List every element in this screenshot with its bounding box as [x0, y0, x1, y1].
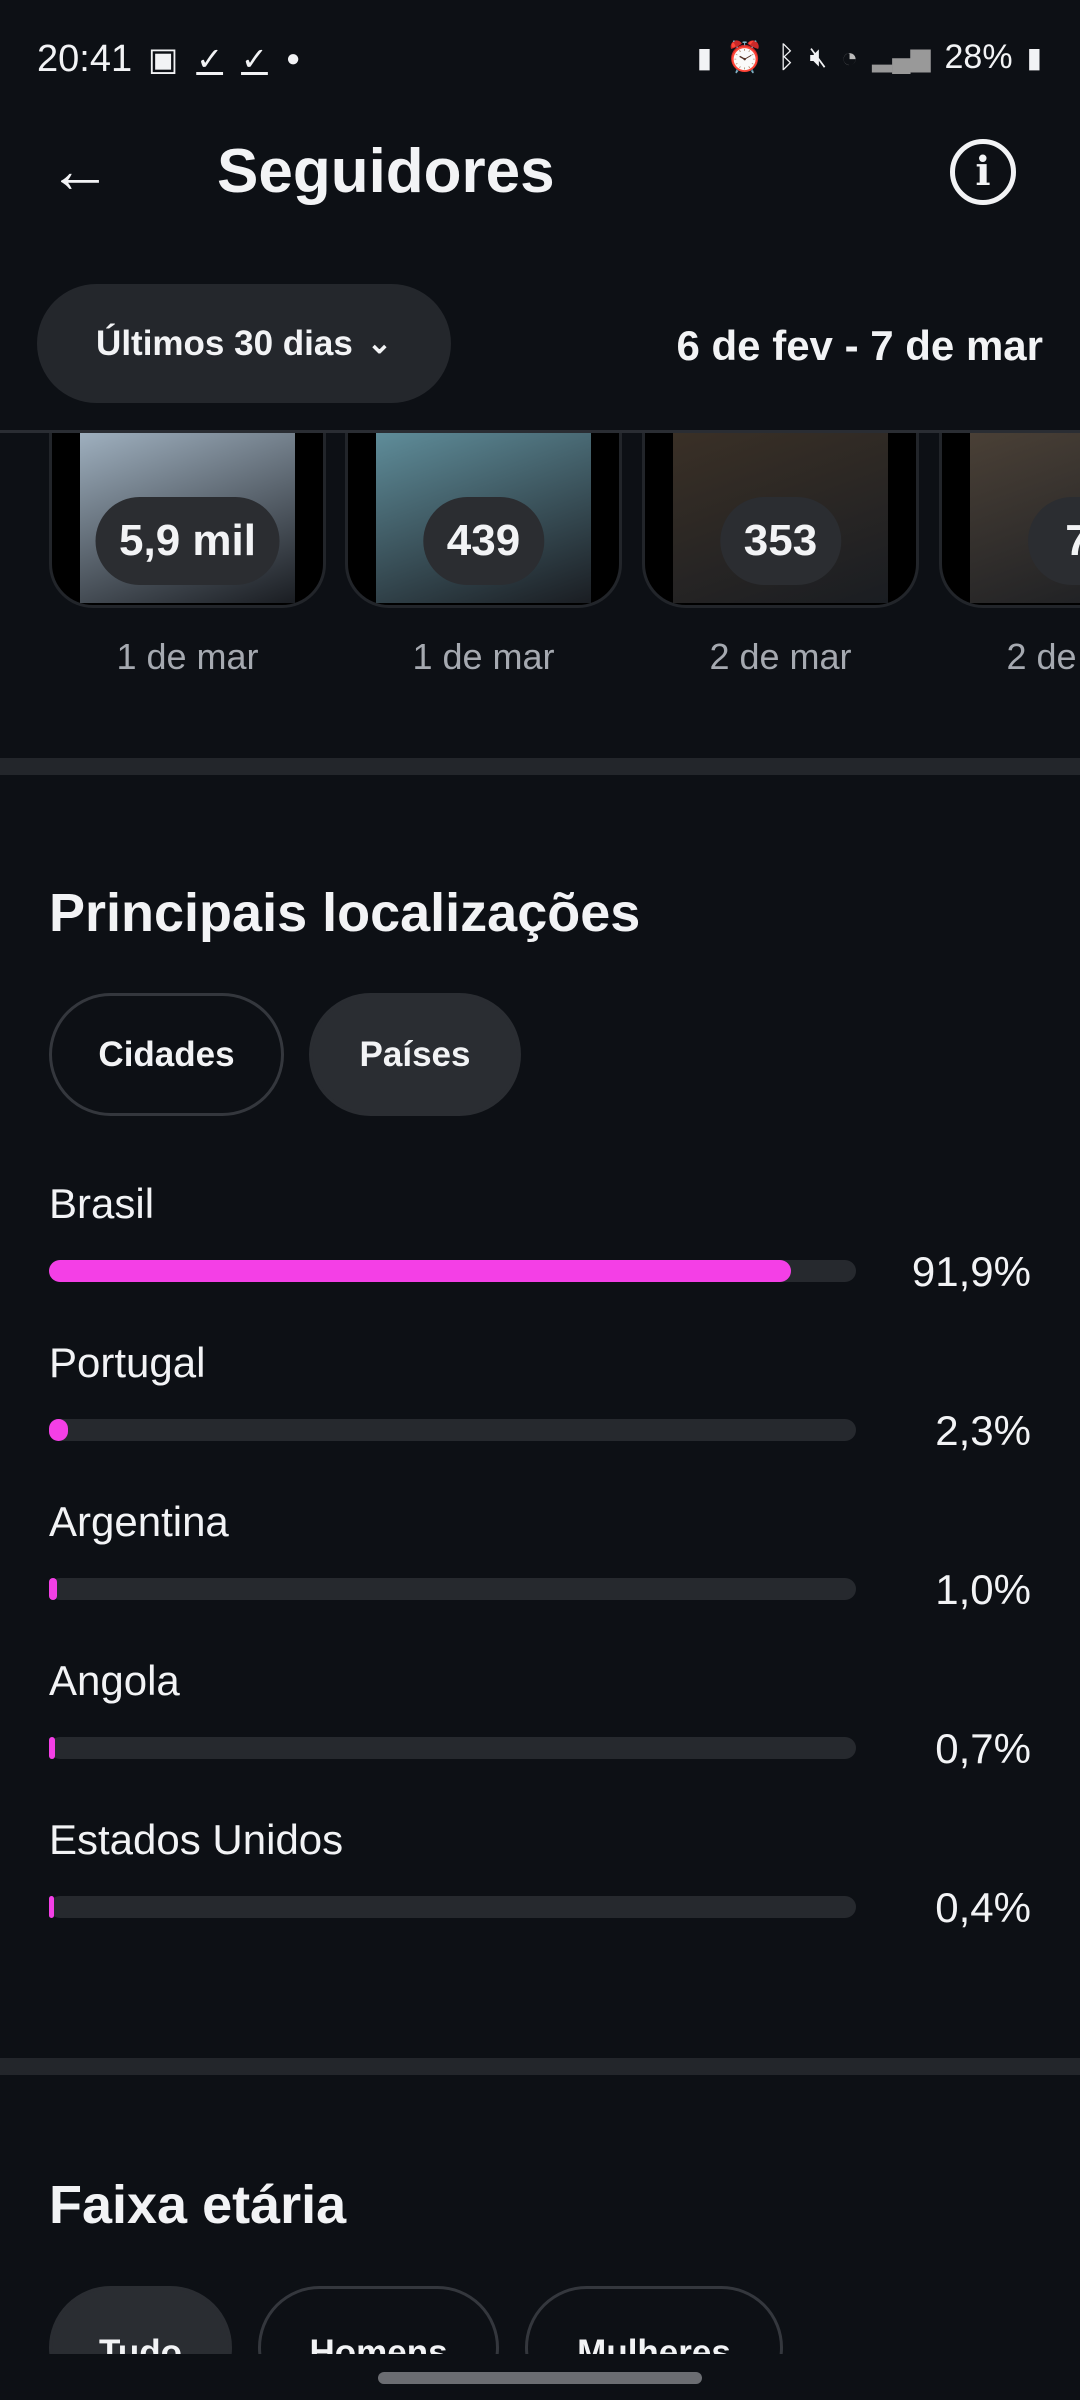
tab-label: Cidades — [98, 1034, 235, 1074]
location-name: Portugal — [49, 1339, 206, 1386]
signal-icon: ▂▄▆ — [872, 42, 931, 72]
post-date: 1 de mar — [116, 636, 259, 677]
location-percent: 2,3% — [935, 1407, 1031, 1454]
location-bar-track — [49, 1260, 856, 1282]
location-bar-fill — [49, 1419, 68, 1441]
posts-carousel[interactable]: 5,9 mil 1 de mar 439 1 de mar 353 2 de mar … — [0, 432, 1080, 722]
info-icon[interactable]: i — [950, 139, 1016, 205]
location-name: Angola — [49, 1657, 180, 1704]
chevron-down-icon: ⌄ — [366, 327, 392, 360]
bluetooth-icon: ᛒ — [777, 40, 796, 74]
tab-tudo[interactable]: Tudo — [49, 2286, 232, 2354]
location-percent: 0,4% — [935, 1884, 1031, 1931]
section-divider — [0, 2058, 1080, 2075]
dot-icon: ● — [285, 45, 301, 72]
location-name: Argentina — [49, 1498, 229, 1545]
location-bar-fill — [49, 1578, 58, 1600]
check-icon: ✓ — [196, 41, 224, 77]
post-thumbnail[interactable]: 353 — [642, 432, 919, 608]
location-percent: 0,7% — [935, 1725, 1031, 1772]
tab-paises[interactable]: Países — [309, 993, 521, 1116]
location-bar-fill — [49, 1260, 791, 1282]
post-count-badge: 353 — [719, 497, 842, 585]
page-title: Seguidores — [217, 137, 555, 206]
period-dropdown[interactable]: Últimos 30 dias ⌄ — [37, 284, 451, 403]
tab-label: Tudo — [99, 2333, 182, 2354]
home-indicator[interactable] — [378, 2372, 702, 2384]
alarm-icon: ⏰ — [726, 41, 764, 74]
location-bar-track — [49, 1578, 856, 1600]
locations-title: Principais localizações — [49, 883, 641, 943]
post-date: 1 de mar — [412, 636, 555, 677]
post-count-badge: 5,9 mil — [95, 497, 280, 585]
location-percent: 1,0% — [935, 1566, 1031, 1613]
post-thumbnail[interactable]: 7 — [939, 432, 1080, 608]
location-name: Brasil — [49, 1180, 155, 1227]
post-thumbnail[interactable]: 5,9 mil — [49, 432, 326, 608]
location-bar-fill — [49, 1737, 55, 1759]
mute-icon: 🔇︎ — [809, 41, 828, 72]
location-name: Estados Unidos — [49, 1816, 344, 1863]
back-arrow-icon[interactable]: ← — [48, 134, 112, 206]
tab-label: Mulheres — [577, 2333, 731, 2354]
period-label: Últimos 30 dias — [96, 323, 353, 363]
age-title: Faixa etária — [49, 2175, 347, 2235]
tab-label: Homens — [309, 2333, 448, 2354]
wifi-icon: ◔ — [841, 41, 859, 73]
status-bar: 20:41 ▣ ✓ ✓ ● ▮ ⏰ ᛒ 🔇︎ ◔ ▂▄▆ 28% ▮ — [0, 0, 1080, 120]
post-date: 2 de mar — [1006, 636, 1080, 677]
location-bar-fill — [49, 1896, 54, 1918]
section-divider — [0, 758, 1080, 775]
divider — [0, 430, 1080, 433]
location-bar-track — [49, 1737, 856, 1759]
tab-label: Países — [359, 1034, 471, 1074]
battery-saver-icon: ▮ — [696, 42, 713, 73]
tab-homens[interactable]: Homens — [258, 2286, 499, 2354]
battery-charging-icon: ▮ — [1026, 42, 1042, 73]
location-bar-track — [49, 1419, 856, 1441]
post-thumbnail[interactable]: 439 — [345, 432, 622, 608]
battery-percent: 28% — [944, 38, 1013, 76]
location-percent: 91,9% — [911, 1248, 1031, 1295]
tab-mulheres[interactable]: Mulheres — [525, 2286, 783, 2354]
status-time: 20:41 — [37, 38, 133, 80]
date-range: 6 de fev - 7 de mar — [676, 322, 1044, 369]
location-bar-track — [49, 1896, 856, 1918]
check-icon: ✓ — [241, 41, 268, 77]
post-count-badge: 439 — [422, 497, 545, 585]
image-icon: ▣ — [148, 41, 179, 77]
post-date: 2 de mar — [709, 636, 852, 677]
tab-cidades[interactable]: Cidades — [49, 993, 284, 1116]
